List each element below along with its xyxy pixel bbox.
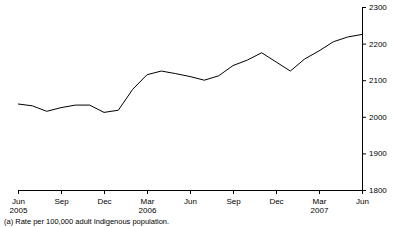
x-tick-label-part: Jun xyxy=(184,197,197,206)
x-tick-label-part: Mar xyxy=(313,197,327,206)
y-tick: 2000 xyxy=(362,113,387,122)
x-tick: Jun xyxy=(184,190,197,206)
x-tick-mark xyxy=(147,190,148,194)
y-tick-label: 2100 xyxy=(369,76,387,85)
y-tick-mark xyxy=(362,153,366,154)
chart: Jun2005SepDecMar2006JunSepDecMar2007Jun1… xyxy=(0,0,397,227)
x-axis: Jun2005SepDecMar2006JunSepDecMar2007Jun xyxy=(10,190,369,215)
y-tick-label: 2300 xyxy=(369,3,387,12)
x-tick-label-part: 2007 xyxy=(311,206,329,215)
x-tick-label-part: 2006 xyxy=(139,206,157,215)
x-tick: Jun xyxy=(356,190,369,206)
y-axis: 1800 1900 2000 2100 2200 2300 xyxy=(362,3,387,195)
footnote: (a) Rate per 100,000 adult Indigenous po… xyxy=(4,217,169,226)
x-tick: Sep xyxy=(54,190,69,206)
y-tick: 1800 xyxy=(362,186,387,195)
y-tick: 2200 xyxy=(362,40,387,49)
series-line xyxy=(18,34,362,112)
x-tick-mark xyxy=(276,190,277,194)
y-tick: 2300 xyxy=(362,3,387,12)
x-tick: Sep xyxy=(226,190,241,206)
y-tick-mark xyxy=(362,7,366,8)
y-tick: 1900 xyxy=(362,149,387,158)
plot-area xyxy=(18,34,362,112)
x-tick-label-part: 2005 xyxy=(10,206,28,215)
x-tick-label: Sep xyxy=(226,197,241,206)
x-tick-mark xyxy=(319,190,320,194)
y-tick-mark xyxy=(362,80,366,81)
x-axis-line xyxy=(19,191,363,195)
x-tick-label: Mar2006 xyxy=(139,197,157,216)
x-tick-label-part: Dec xyxy=(269,197,283,206)
y-tick-mark xyxy=(362,44,366,45)
y-tick-mark xyxy=(362,190,366,191)
x-tick-label: Dec xyxy=(269,197,283,206)
x-tick: Mar2007 xyxy=(311,190,329,215)
x-tick-label: Jun xyxy=(184,197,197,206)
x-tick-label: Jun xyxy=(356,197,369,206)
y-tick: 2100 xyxy=(362,76,387,85)
x-tick-mark xyxy=(233,190,234,194)
x-tick: Jun2005 xyxy=(10,190,28,215)
x-tick-mark xyxy=(18,190,19,194)
x-tick-label-part: Mar xyxy=(141,197,155,206)
x-tick-label: Sep xyxy=(54,197,69,206)
y-tick-label: 2200 xyxy=(369,40,387,49)
x-tick: Dec xyxy=(269,190,283,206)
x-tick: Mar2006 xyxy=(139,190,157,215)
x-tick-label-part: Sep xyxy=(54,197,69,206)
x-tick-label-part: Jun xyxy=(356,197,369,206)
x-tick-label: Jun2005 xyxy=(10,197,28,216)
x-tick-label-part: Jun xyxy=(12,197,25,206)
x-tick-mark xyxy=(61,190,62,194)
y-axis-line xyxy=(363,8,367,191)
x-tick-mark xyxy=(190,190,191,194)
y-tick-label: 1900 xyxy=(369,149,387,158)
x-tick-mark xyxy=(104,190,105,194)
y-tick-mark xyxy=(362,117,366,118)
x-tick: Dec xyxy=(97,190,111,206)
x-tick-label-part: Sep xyxy=(226,197,241,206)
x-tick-label: Mar2007 xyxy=(311,197,329,216)
y-tick-label: 2000 xyxy=(369,113,387,122)
x-tick-label: Dec xyxy=(97,197,111,206)
x-tick-label-part: Dec xyxy=(97,197,111,206)
y-tick-label: 1800 xyxy=(369,186,387,195)
